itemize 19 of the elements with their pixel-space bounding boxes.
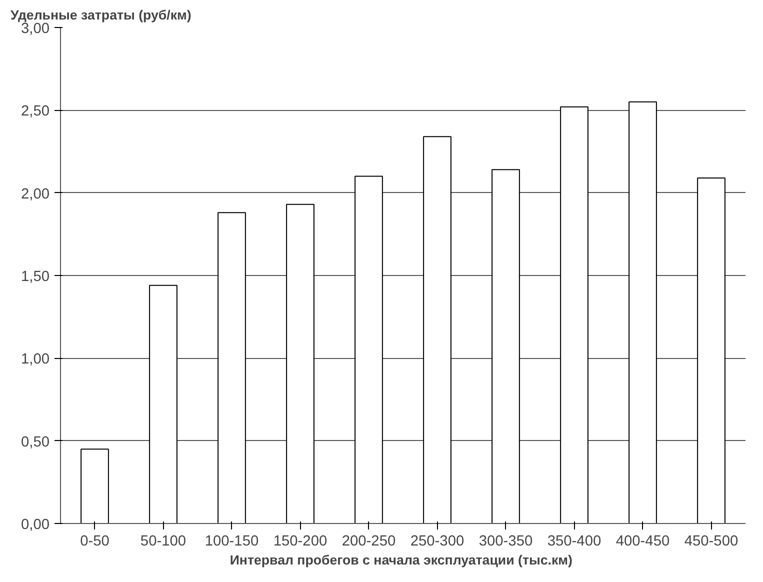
y-tick-label: 1,00 [20,352,50,368]
x-axis-title: Интервал пробегов с начала эксплуатации (тыс.км) [230,552,572,568]
y-tick-label: 2,00 [20,186,50,202]
x-tick-label: 300-350 [478,534,533,550]
y-tick-label: 3,00 [20,21,50,37]
x-tick-label: 50-100 [140,534,186,550]
x-tick-label: 450-500 [684,534,738,550]
x-tick-label: 250-300 [410,534,464,550]
y-axis-title: Удельные затраты (руб/км) [10,8,192,22]
x-tick-label: 150-200 [273,534,328,550]
y-tick-label: 1,50 [20,269,50,285]
x-tick-label: 400-450 [616,534,670,550]
y-tick-label: 2,50 [20,104,50,120]
x-tick-label: 200-250 [342,534,396,550]
y-tick-label: 0,00 [20,517,50,533]
x-tick-label: 100-150 [204,534,259,550]
x-tick-label: 350-400 [547,534,602,550]
x-tick-label: 0-50 [80,534,110,550]
y-tick-label: 0,50 [20,434,50,450]
